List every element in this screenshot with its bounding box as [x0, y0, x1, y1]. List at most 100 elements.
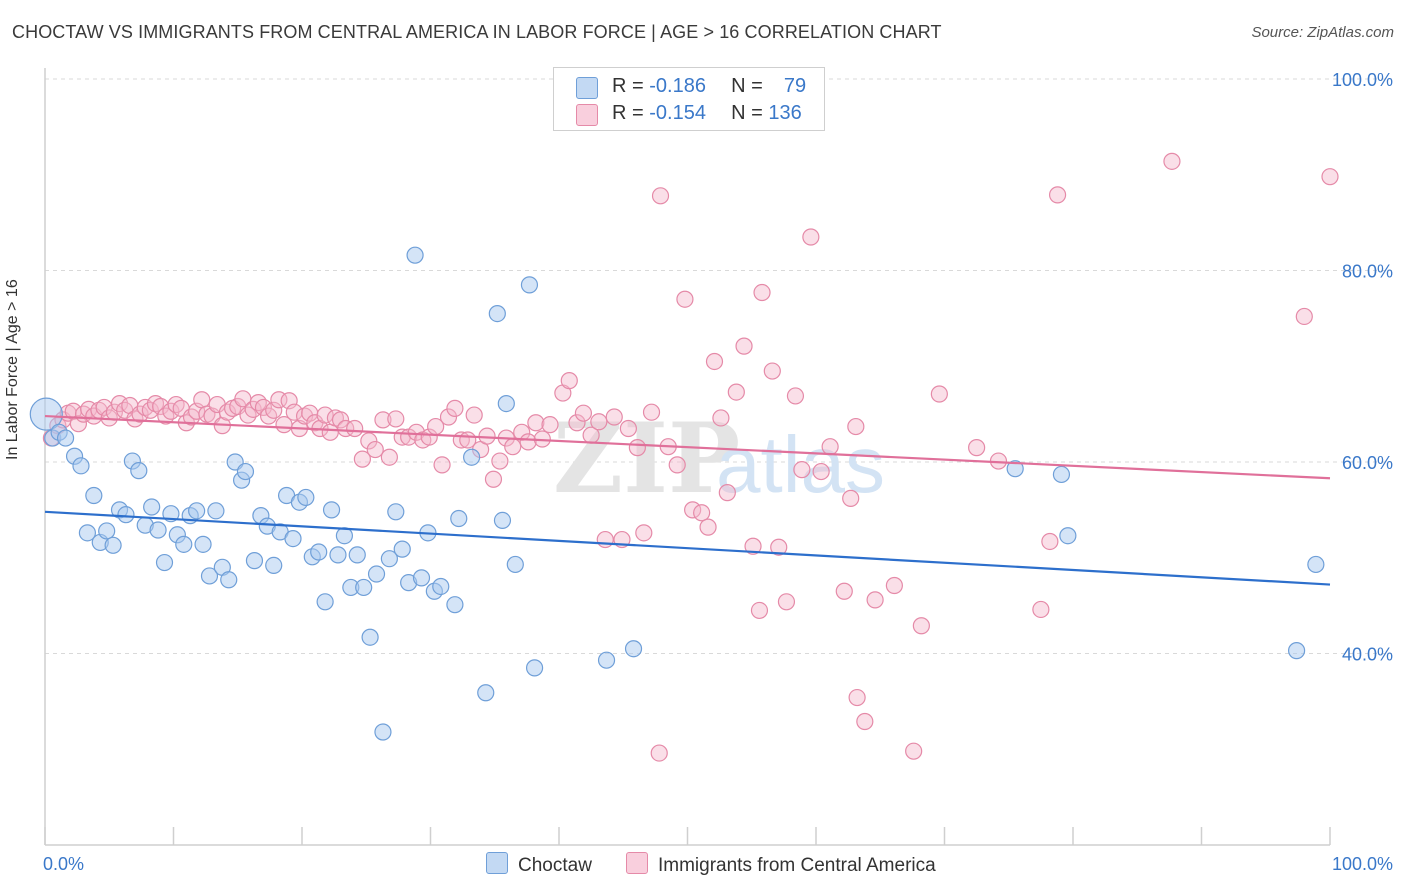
data-point-choctaw [525, 659, 544, 677]
data-point-choctaw [412, 569, 431, 587]
data-point-immigrants [753, 283, 771, 302]
data-point-immigrants [69, 415, 88, 433]
data-point-immigrants [619, 419, 637, 438]
data-point-immigrants [930, 385, 948, 403]
data-point-immigrants [380, 448, 398, 466]
data-point-choctaw [175, 535, 193, 553]
bottom-legend-swatch-choctaw [486, 852, 508, 874]
data-point-immigrants [905, 742, 923, 760]
legend-n-value: 79 [783, 75, 807, 97]
data-point-immigrants [1321, 168, 1339, 186]
data-point-immigrants [718, 484, 736, 502]
data-point-choctaw [104, 536, 122, 554]
data-point-choctaw [200, 567, 219, 585]
data-point-immigrants [968, 439, 986, 457]
data-point-immigrants [856, 712, 874, 731]
data-point-immigrants [465, 406, 483, 424]
data-point-choctaw [117, 506, 135, 524]
data-point-choctaw [207, 502, 225, 520]
data-point-choctaw [265, 556, 283, 575]
data-point-immigrants [812, 462, 830, 481]
data-point-choctaw [361, 628, 379, 646]
data-point-choctaw [29, 397, 63, 431]
data-point-choctaw [477, 684, 495, 702]
data-point-immigrants [802, 228, 820, 246]
data-point-immigrants [541, 416, 559, 434]
data-point-choctaw [245, 552, 264, 570]
data-point-immigrants [651, 187, 670, 205]
legend-r-label: R = [612, 102, 644, 124]
data-point-choctaw [155, 553, 174, 572]
data-point-immigrants [668, 456, 686, 474]
data-point-choctaw [624, 640, 643, 658]
axes [44, 68, 1331, 846]
source-label: Source: ZipAtlas.com [1251, 24, 1394, 41]
data-point-immigrants [346, 419, 364, 438]
data-point-immigrants [374, 411, 392, 429]
legend-n-label: N = [731, 75, 763, 97]
data-point-immigrants [316, 406, 334, 424]
data-point-choctaw [85, 486, 103, 505]
series-choctaw-points [29, 246, 1325, 741]
data-point-immigrants [727, 383, 745, 401]
data-point-immigrants [353, 450, 371, 468]
x-tick-label: 100.0% [1332, 854, 1393, 874]
data-point-immigrants [793, 461, 811, 479]
data-point-immigrants [912, 617, 930, 635]
tick-labels: 40.0% 60.0% 80.0% 100.0% 0.0% 100.0% [43, 70, 1393, 874]
data-point-immigrants [763, 362, 781, 380]
data-point-immigrants [513, 423, 531, 441]
data-point-immigrants [1295, 307, 1313, 326]
trend-line-choctaw [44, 510, 1331, 586]
data-point-immigrants [527, 414, 545, 432]
data-point-immigrants [705, 352, 724, 371]
data-point-choctaw [432, 577, 450, 596]
data-point-immigrants [650, 744, 668, 762]
data-point-immigrants [560, 372, 578, 390]
y-axis-label: In Labor Force | Age > 16 [4, 279, 21, 460]
data-point-immigrants [777, 593, 796, 611]
data-point-choctaw [1287, 642, 1306, 660]
data-point-immigrants [193, 391, 211, 409]
data-point-choctaw [98, 522, 116, 540]
data-point-immigrants [1032, 600, 1050, 619]
data-point-choctaw [520, 276, 539, 294]
data-point-immigrants [735, 337, 753, 355]
data-point-immigrants [146, 394, 165, 413]
data-point-immigrants [605, 408, 623, 426]
data-point-choctaw [236, 462, 255, 481]
data-point-immigrants [676, 290, 694, 308]
legend-n-value: 136 [768, 102, 802, 124]
data-point-immigrants [295, 407, 314, 425]
data-point-immigrants [885, 576, 903, 595]
data-point-immigrants [265, 401, 283, 419]
legend-r-label: R = [612, 75, 644, 97]
legend-r-value: -0.186 [649, 75, 706, 97]
data-point-choctaw [297, 488, 315, 507]
data-point-choctaw [348, 546, 366, 564]
correlation-legend: R = -0.186 N = 79 R = -0.154 N = 136 [553, 67, 825, 131]
data-point-immigrants [842, 489, 860, 507]
data-point-choctaw [380, 550, 398, 568]
data-point-immigrants [693, 504, 711, 522]
legend-n-label: N = [731, 102, 763, 124]
data-point-choctaw [194, 535, 212, 553]
data-point-immigrants [848, 688, 866, 707]
data-point-choctaw [597, 651, 616, 669]
data-point-choctaw [488, 304, 506, 323]
y-tick-label: 80.0% [1342, 262, 1393, 282]
data-point-choctaw [1052, 465, 1071, 484]
bottom-legend-label-choctaw: Choctaw [518, 855, 592, 876]
data-point-immigrants [1163, 152, 1181, 170]
chart-title: CHOCTAW VS IMMIGRANTS FROM CENTRAL AMERI… [12, 22, 942, 42]
data-point-immigrants [847, 417, 865, 436]
data-point-choctaw [506, 555, 524, 574]
legend-r-value: -0.154 [649, 102, 706, 124]
data-point-immigrants [821, 438, 839, 456]
y-tick-label: 100.0% [1332, 70, 1393, 90]
data-point-choctaw [355, 578, 373, 597]
data-point-immigrants [786, 387, 805, 405]
data-point-immigrants [366, 440, 384, 459]
data-point-choctaw [322, 501, 341, 519]
